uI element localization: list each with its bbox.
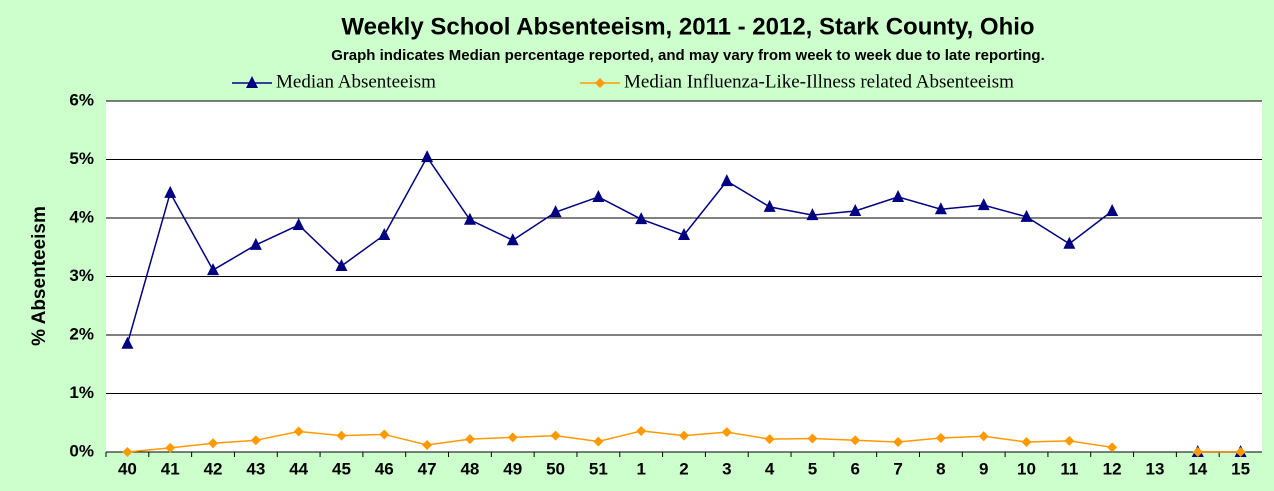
marker bbox=[207, 263, 220, 276]
marker bbox=[507, 432, 518, 443]
marker bbox=[164, 185, 177, 198]
x-tick-label: 51 bbox=[589, 459, 608, 478]
legend-marker bbox=[595, 78, 605, 88]
marker bbox=[850, 435, 861, 446]
x-tick-label: 42 bbox=[204, 459, 223, 478]
x-tick-label: 3 bbox=[722, 459, 731, 478]
x-tick-label: 40 bbox=[118, 459, 137, 478]
y-tick-label: 6% bbox=[69, 90, 94, 109]
y-tick-label: 1% bbox=[69, 383, 94, 402]
legend-label: Median Absenteeism bbox=[276, 71, 436, 92]
marker bbox=[421, 150, 434, 163]
x-tick-label: 11 bbox=[1060, 459, 1078, 478]
marker bbox=[506, 233, 519, 246]
marker bbox=[1192, 447, 1203, 457]
y-tick-label: 4% bbox=[69, 207, 94, 226]
marker bbox=[336, 430, 347, 441]
x-tick-label: 41 bbox=[161, 459, 180, 478]
marker bbox=[121, 336, 134, 349]
chart-title: Weekly School Absenteeism, 2011 - 2012, … bbox=[341, 13, 1034, 40]
marker bbox=[678, 227, 690, 240]
x-tick-label: 14 bbox=[1188, 459, 1207, 478]
marker bbox=[463, 212, 476, 225]
marker bbox=[935, 432, 946, 443]
x-tick-label: 49 bbox=[503, 459, 522, 478]
x-tick-label: 46 bbox=[375, 459, 394, 478]
x-tick-label: 1 bbox=[636, 459, 645, 478]
x-tick-label: 44 bbox=[289, 459, 308, 478]
marker bbox=[892, 189, 905, 202]
marker bbox=[978, 431, 989, 442]
marker bbox=[378, 227, 391, 240]
x-tick-label: 48 bbox=[460, 459, 479, 478]
x-tick-label: 5 bbox=[808, 459, 817, 478]
x-tick-label: 10 bbox=[1017, 459, 1036, 478]
marker bbox=[807, 433, 818, 444]
marker bbox=[293, 426, 304, 437]
x-tick-label: 6 bbox=[851, 459, 860, 478]
x-tick-label: 50 bbox=[546, 459, 565, 478]
x-tick-label: 47 bbox=[418, 459, 437, 478]
marker bbox=[1064, 435, 1075, 446]
chart-subtitle: Graph indicates Median percentage report… bbox=[331, 47, 1045, 64]
marker bbox=[636, 425, 647, 436]
y-tick-label: 0% bbox=[69, 441, 94, 460]
series-line bbox=[126, 155, 1113, 344]
legend-label: Median Influenza-Like-Illness related Ab… bbox=[624, 71, 1014, 92]
marker bbox=[764, 434, 775, 445]
legend-marker bbox=[246, 76, 258, 88]
y-tick-label: 3% bbox=[69, 266, 94, 285]
marker bbox=[549, 205, 562, 218]
y-axis-label: % Absenteeism bbox=[29, 206, 50, 346]
x-tick-label: 45 bbox=[332, 459, 351, 478]
marker bbox=[1020, 209, 1033, 222]
marker bbox=[292, 218, 305, 231]
marker bbox=[250, 435, 261, 446]
series-line bbox=[127, 430, 1113, 453]
y-tick-label: 5% bbox=[69, 149, 94, 168]
marker bbox=[592, 189, 605, 202]
x-tick-label: 15 bbox=[1231, 459, 1250, 478]
marker bbox=[464, 434, 475, 445]
marker bbox=[379, 429, 390, 440]
marker bbox=[1063, 236, 1076, 249]
marker bbox=[721, 427, 732, 438]
marker bbox=[122, 447, 133, 457]
x-tick-label: 4 bbox=[765, 459, 775, 478]
marker bbox=[849, 203, 862, 216]
marker bbox=[550, 430, 561, 441]
marker bbox=[422, 439, 433, 450]
marker bbox=[335, 258, 348, 271]
marker bbox=[977, 198, 990, 211]
marker bbox=[720, 174, 733, 187]
marker bbox=[593, 436, 604, 447]
marker bbox=[249, 237, 262, 250]
marker bbox=[635, 212, 648, 225]
marker bbox=[1235, 447, 1246, 457]
marker bbox=[763, 199, 776, 212]
x-tick-label: 8 bbox=[936, 459, 945, 478]
x-tick-label: 7 bbox=[893, 459, 902, 478]
marker bbox=[806, 208, 819, 221]
marker bbox=[1106, 203, 1119, 216]
x-tick-label: 43 bbox=[246, 459, 265, 478]
marker bbox=[1107, 442, 1118, 453]
x-tick-label: 9 bbox=[979, 459, 988, 478]
marker bbox=[893, 437, 904, 448]
marker bbox=[208, 438, 219, 449]
marker bbox=[679, 430, 689, 441]
x-tick-label: 2 bbox=[679, 459, 688, 478]
y-tick-label: 2% bbox=[69, 324, 94, 343]
marker bbox=[934, 202, 947, 215]
x-tick-label: 13 bbox=[1146, 459, 1165, 478]
marker bbox=[165, 442, 176, 453]
marker bbox=[1021, 437, 1032, 448]
x-tick-label: 12 bbox=[1103, 459, 1122, 478]
